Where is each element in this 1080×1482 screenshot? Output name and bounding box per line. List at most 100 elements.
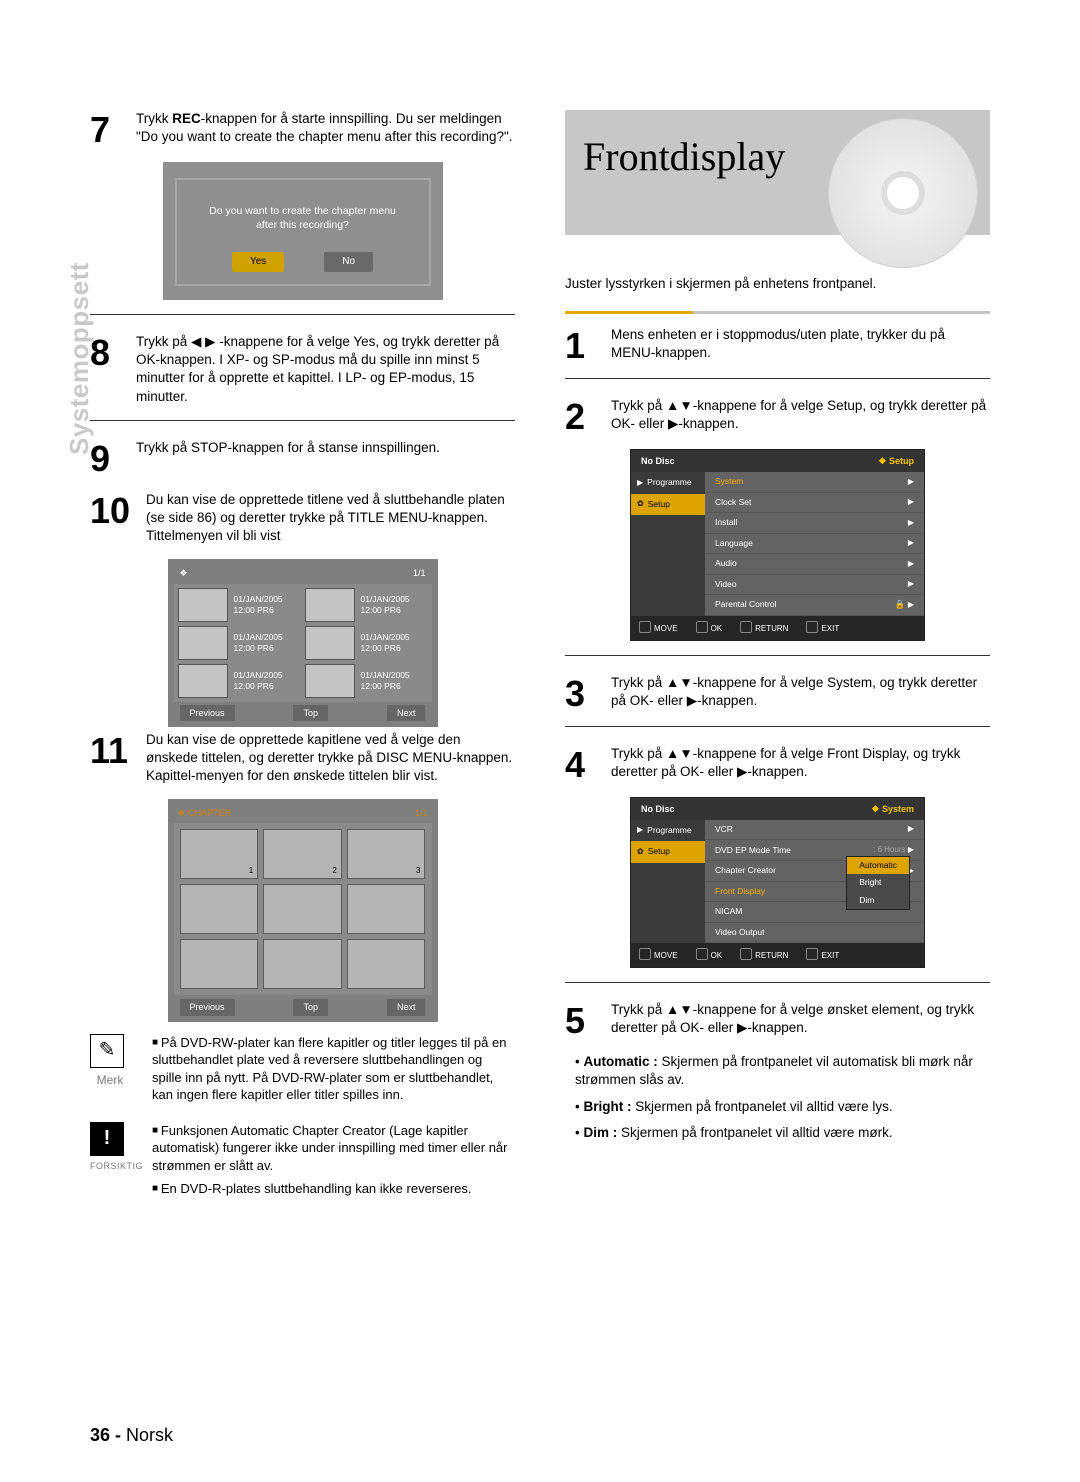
side-setup[interactable]: ✿Setup bbox=[631, 841, 705, 862]
next-button[interactable]: Next bbox=[387, 999, 426, 1015]
chapter-cell bbox=[180, 939, 259, 989]
menu-row[interactable]: System▶ bbox=[705, 472, 924, 492]
dialog-no[interactable]: No bbox=[324, 252, 373, 272]
step-1: 1 Mens enheten er i stoppmodus/uten plat… bbox=[565, 326, 990, 364]
divider bbox=[90, 314, 515, 315]
title-menu-screenshot: ❖1/1 01/JAN/200512:00 PR6 01/JAN/200512:… bbox=[168, 559, 438, 726]
step-11: 11 Du kan vise de opprettede kapitlene v… bbox=[90, 731, 515, 786]
step-text: Du kan vise de opprettede titlene ved å … bbox=[146, 491, 515, 546]
page-indicator: 1/1 bbox=[415, 807, 428, 819]
divider bbox=[90, 420, 515, 421]
foot-move: MOVE bbox=[639, 948, 678, 962]
menu-row[interactable]: Language▶ bbox=[705, 534, 924, 554]
note-caution: ! FORSIKTIG Funksjonen Automatic Chapter… bbox=[90, 1122, 515, 1204]
menu-row[interactable]: VCR▶ bbox=[705, 820, 924, 840]
page: 7 Trykk REC-knappen for å starte innspil… bbox=[0, 0, 1080, 1254]
divider bbox=[565, 726, 990, 727]
divider bbox=[565, 378, 990, 379]
menu-row[interactable]: Clock Set▶ bbox=[705, 493, 924, 513]
dialog-line1: Do you want to create the chapter menu bbox=[189, 204, 417, 218]
step-5: 5 Trykk på ▲▼-knappene for å velge ønske… bbox=[565, 1001, 990, 1039]
step-number: 8 bbox=[90, 333, 136, 406]
step-8: 8 Trykk på ◀ ▶ -knappene for å velge Yes… bbox=[90, 333, 515, 406]
note-item: En DVD-R-plates sluttbehandling kan ikke… bbox=[152, 1180, 515, 1198]
step-number: 4 bbox=[565, 745, 611, 783]
popup-item[interactable]: Bright bbox=[847, 874, 909, 891]
thumbnail-cell: 01/JAN/200512:00 PR6 bbox=[178, 588, 301, 622]
caution-icon: ! bbox=[90, 1122, 124, 1156]
step-9: 9 Trykk på STOP-knappen for å stanse inn… bbox=[90, 439, 515, 477]
dialog-line2: after this recording? bbox=[189, 218, 417, 232]
page-footer: 36 - Norsk bbox=[90, 1423, 173, 1447]
left-column: 7 Trykk REC-knappen for å starte innspil… bbox=[90, 110, 515, 1204]
osd-system-menu: No Disc❖ System ▶Programme ✿Setup VCR▶ D… bbox=[630, 797, 925, 968]
chapter-cell bbox=[347, 939, 426, 989]
prev-button[interactable]: Previous bbox=[180, 705, 235, 721]
chapter-cell: 1 bbox=[180, 829, 259, 879]
side-programme[interactable]: ▶Programme bbox=[631, 820, 705, 841]
thumbnail-cell: 01/JAN/200512:00 PR6 bbox=[178, 664, 301, 698]
chapter-cell: 2 bbox=[263, 829, 342, 879]
step-text: Trykk REC-knappen for å starte innspilli… bbox=[136, 110, 515, 148]
side-programme[interactable]: ▶Programme bbox=[631, 472, 705, 493]
step-text: Du kan vise de opprettede kapitlene ved … bbox=[146, 731, 515, 786]
step-text: Trykk på ◀ ▶ -knappene for å velge Yes, … bbox=[136, 333, 515, 406]
step-text: Trykk på STOP-knappen for å stanse innsp… bbox=[136, 439, 515, 477]
note-item: På DVD-RW-plater kan flere kapitler og t… bbox=[152, 1034, 515, 1104]
step-number: 2 bbox=[565, 397, 611, 435]
title: CHAPTER bbox=[188, 808, 231, 818]
foot-ok: OK bbox=[696, 948, 723, 962]
foot-move: MOVE bbox=[639, 621, 678, 635]
chapter-cell: 3 bbox=[347, 829, 426, 879]
osd-inner: Do you want to create the chapter menu a… bbox=[175, 178, 431, 286]
step-2: 2 Trykk på ▲▼-knappene for å velge Setup… bbox=[565, 397, 990, 435]
divider bbox=[565, 655, 990, 656]
next-button[interactable]: Next bbox=[387, 705, 426, 721]
status: No Disc bbox=[641, 803, 675, 815]
thumbnail-cell: 01/JAN/200512:00 PR6 bbox=[305, 664, 428, 698]
step-number: 1 bbox=[565, 326, 611, 364]
menu-row[interactable]: Video▶ bbox=[705, 575, 924, 595]
step-number: 5 bbox=[565, 1001, 611, 1039]
menu-row[interactable]: Video Output bbox=[705, 923, 924, 943]
section: Setup bbox=[889, 456, 914, 466]
popup-item[interactable]: Dim bbox=[847, 892, 909, 909]
note-merk: ✎ Merk På DVD-RW-plater kan flere kapitl… bbox=[90, 1034, 515, 1110]
top-button[interactable]: Top bbox=[293, 705, 328, 721]
note-icon: ✎ bbox=[90, 1034, 124, 1068]
menu-row[interactable]: Parental Control🔒 ▶ bbox=[705, 595, 924, 616]
text: Trykk bbox=[136, 111, 172, 126]
popup-item[interactable]: Automatic bbox=[847, 857, 909, 874]
disc-graphic bbox=[828, 118, 978, 268]
step-number: 11 bbox=[90, 731, 146, 786]
step-10: 10 Du kan vise de opprettede titlene ved… bbox=[90, 491, 515, 546]
foot-return: RETURN bbox=[740, 948, 788, 962]
step-text: Trykk på ▲▼-knappene for å velge Setup, … bbox=[611, 397, 990, 435]
dialog-yes[interactable]: Yes bbox=[232, 252, 284, 272]
menu-row[interactable]: Audio▶ bbox=[705, 554, 924, 574]
osd-chapter-dialog: Do you want to create the chapter menu a… bbox=[163, 162, 443, 300]
step-3: 3 Trykk på ▲▼-knappene for å velge Syste… bbox=[565, 674, 990, 712]
step-7: 7 Trykk REC-knappen for å starte innspil… bbox=[90, 110, 515, 148]
osd-setup-menu: No Disc❖ Setup ▶Programme ✿Setup System▶… bbox=[630, 449, 925, 641]
note-item: Funksjonen Automatic Chapter Creator (La… bbox=[152, 1122, 515, 1175]
foot-return: RETURN bbox=[740, 621, 788, 635]
intro-text: Juster lysstyrken i skjermen på enhetens… bbox=[565, 275, 990, 293]
chapter-cell bbox=[180, 884, 259, 934]
step-number: 9 bbox=[90, 439, 136, 477]
text-bold: REC bbox=[172, 111, 201, 126]
step-text: Trykk på ▲▼-knappene for å velge ønsket … bbox=[611, 1001, 990, 1039]
note-body: På DVD-RW-plater kan flere kapitler og t… bbox=[152, 1034, 515, 1110]
menu-row[interactable]: Install▶ bbox=[705, 513, 924, 533]
prev-button[interactable]: Previous bbox=[180, 999, 235, 1015]
page-number: 36 - bbox=[90, 1425, 121, 1445]
top-button[interactable]: Top bbox=[293, 999, 328, 1015]
chapter-cell bbox=[347, 884, 426, 934]
step-number: 10 bbox=[90, 491, 146, 546]
note-label: Merk bbox=[90, 1072, 130, 1088]
step-number: 7 bbox=[90, 110, 136, 148]
side-setup[interactable]: ✿Setup bbox=[631, 494, 705, 515]
status: No Disc bbox=[641, 455, 675, 467]
icon: ❖ bbox=[180, 567, 188, 579]
foot-exit: EXIT bbox=[806, 621, 839, 635]
